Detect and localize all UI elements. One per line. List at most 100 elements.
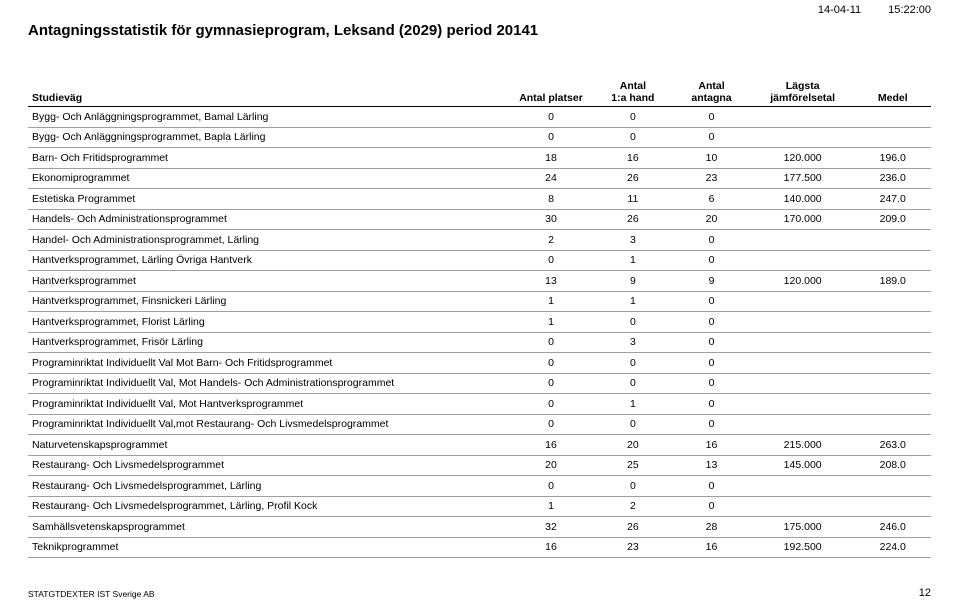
cell-jam bbox=[751, 250, 855, 271]
cell-medel bbox=[855, 353, 931, 374]
table-row: Hantverksprogrammet1399120.000189.0 bbox=[28, 271, 931, 292]
cell-antagna: 0 bbox=[672, 496, 751, 517]
col-header-hand-l1: Antal bbox=[620, 80, 646, 92]
cell-antagna: 0 bbox=[672, 230, 751, 251]
time-text: 15:22:00 bbox=[888, 4, 931, 16]
cell-hand: 20 bbox=[594, 435, 673, 456]
cell-medel bbox=[855, 291, 931, 312]
table-row: Restaurang- Och Livsmedelsprogrammet, Lä… bbox=[28, 476, 931, 497]
cell-hand: 9 bbox=[594, 271, 673, 292]
cell-name: Barn- Och Fritidsprogrammet bbox=[28, 148, 508, 169]
cell-medel: 224.0 bbox=[855, 537, 931, 558]
cell-antagna: 0 bbox=[672, 414, 751, 435]
footer-left-text: STATGTDEXTER IST Sverige AB bbox=[28, 589, 155, 599]
cell-platser: 0 bbox=[508, 476, 593, 497]
cell-hand: 1 bbox=[594, 394, 673, 415]
table-row: Samhällsvetenskapsprogrammet322628175.00… bbox=[28, 517, 931, 538]
cell-name: Restaurang- Och Livsmedelsprogrammet bbox=[28, 455, 508, 476]
table-row: Handel- Och Administrationsprogrammet, L… bbox=[28, 230, 931, 251]
cell-antagna: 6 bbox=[672, 189, 751, 210]
cell-jam: 120.000 bbox=[751, 148, 855, 169]
table-row: Estetiska Programmet8116140.000247.0 bbox=[28, 189, 931, 210]
cell-antagna: 16 bbox=[672, 537, 751, 558]
cell-hand: 1 bbox=[594, 291, 673, 312]
cell-name: Teknikprogrammet bbox=[28, 537, 508, 558]
col-header-medel: Medel bbox=[855, 81, 931, 107]
cell-platser: 0 bbox=[508, 332, 593, 353]
cell-name: Handels- Och Administrationsprogrammet bbox=[28, 209, 508, 230]
cell-jam: 140.000 bbox=[751, 189, 855, 210]
table-row: Programinriktat Individuellt Val,mot Res… bbox=[28, 414, 931, 435]
cell-hand: 26 bbox=[594, 209, 673, 230]
cell-antagna: 13 bbox=[672, 455, 751, 476]
cell-jam bbox=[751, 394, 855, 415]
cell-platser: 32 bbox=[508, 517, 593, 538]
col-header-jam: Lägsta jämförelsetal bbox=[751, 81, 855, 107]
cell-medel bbox=[855, 496, 931, 517]
cell-platser: 18 bbox=[508, 148, 593, 169]
cell-hand: 0 bbox=[594, 414, 673, 435]
table-row: Programinriktat Individuellt Val, Mot Ha… bbox=[28, 373, 931, 394]
cell-medel: 196.0 bbox=[855, 148, 931, 169]
cell-hand: 0 bbox=[594, 373, 673, 394]
cell-antagna: 0 bbox=[672, 332, 751, 353]
cell-name: Programinriktat Individuellt Val, Mot Ha… bbox=[28, 394, 508, 415]
cell-hand: 11 bbox=[594, 189, 673, 210]
cell-jam: 192.500 bbox=[751, 537, 855, 558]
table-row: Hantverksprogrammet, Finsnickeri Lärling… bbox=[28, 291, 931, 312]
cell-name: Programinriktat Individuellt Val,mot Res… bbox=[28, 414, 508, 435]
page-footer: STATGTDEXTER IST Sverige AB 12 bbox=[28, 589, 931, 599]
cell-hand: 1 bbox=[594, 250, 673, 271]
cell-name: Hantverksprogrammet, Finsnickeri Lärling bbox=[28, 291, 508, 312]
cell-hand: 0 bbox=[594, 127, 673, 148]
cell-antagna: 16 bbox=[672, 435, 751, 456]
cell-jam bbox=[751, 127, 855, 148]
table-row: Hantverksprogrammet, Frisör Lärling030 bbox=[28, 332, 931, 353]
cell-medel bbox=[855, 107, 931, 128]
cell-name: Restaurang- Och Livsmedelsprogrammet, Lä… bbox=[28, 496, 508, 517]
cell-name: Programinriktat Individuellt Val Mot Bar… bbox=[28, 353, 508, 374]
stats-table: Studieväg Antal platser Antal 1:a hand A… bbox=[28, 81, 931, 558]
cell-antagna: 9 bbox=[672, 271, 751, 292]
cell-name: Bygg- Och Anläggningsprogrammet, Bamal L… bbox=[28, 107, 508, 128]
cell-jam bbox=[751, 373, 855, 394]
table-row: Hantverksprogrammet, Florist Lärling100 bbox=[28, 312, 931, 333]
cell-jam bbox=[751, 476, 855, 497]
cell-jam: 145.000 bbox=[751, 455, 855, 476]
cell-platser: 0 bbox=[508, 353, 593, 374]
cell-hand: 0 bbox=[594, 476, 673, 497]
page: 14-04-11 15:22:00 Antagningsstatistik fö… bbox=[0, 0, 959, 601]
cell-jam: 170.000 bbox=[751, 209, 855, 230]
cell-antagna: 0 bbox=[672, 250, 751, 271]
col-header-platser: Antal platser bbox=[508, 81, 593, 107]
cell-jam bbox=[751, 107, 855, 128]
cell-antagna: 0 bbox=[672, 394, 751, 415]
cell-jam: 177.500 bbox=[751, 168, 855, 189]
cell-name: Restaurang- Och Livsmedelsprogrammet, Lä… bbox=[28, 476, 508, 497]
table-row: Ekonomiprogrammet242623177.500236.0 bbox=[28, 168, 931, 189]
cell-hand: 0 bbox=[594, 107, 673, 128]
cell-name: Ekonomiprogrammet bbox=[28, 168, 508, 189]
cell-antagna: 0 bbox=[672, 312, 751, 333]
cell-platser: 30 bbox=[508, 209, 593, 230]
table-row: Bygg- Och Anläggningsprogrammet, Bamal L… bbox=[28, 107, 931, 128]
cell-platser: 1 bbox=[508, 312, 593, 333]
table-row: Hantverksprogrammet, Lärling Övriga Hant… bbox=[28, 250, 931, 271]
table-row: Teknikprogrammet162316192.500224.0 bbox=[28, 537, 931, 558]
cell-platser: 0 bbox=[508, 373, 593, 394]
table-head: Studieväg Antal platser Antal 1:a hand A… bbox=[28, 81, 931, 107]
cell-jam bbox=[751, 353, 855, 374]
cell-hand: 23 bbox=[594, 537, 673, 558]
cell-jam bbox=[751, 230, 855, 251]
cell-jam: 215.000 bbox=[751, 435, 855, 456]
cell-platser: 24 bbox=[508, 168, 593, 189]
cell-medel: 236.0 bbox=[855, 168, 931, 189]
cell-name: Programinriktat Individuellt Val, Mot Ha… bbox=[28, 373, 508, 394]
cell-medel bbox=[855, 394, 931, 415]
table-row: Programinriktat Individuellt Val, Mot Ha… bbox=[28, 394, 931, 415]
page-number: 12 bbox=[919, 587, 931, 599]
cell-platser: 16 bbox=[508, 435, 593, 456]
cell-jam bbox=[751, 332, 855, 353]
col-header-name: Studieväg bbox=[28, 81, 508, 107]
col-header-jam-l1: Lägsta bbox=[786, 80, 820, 92]
